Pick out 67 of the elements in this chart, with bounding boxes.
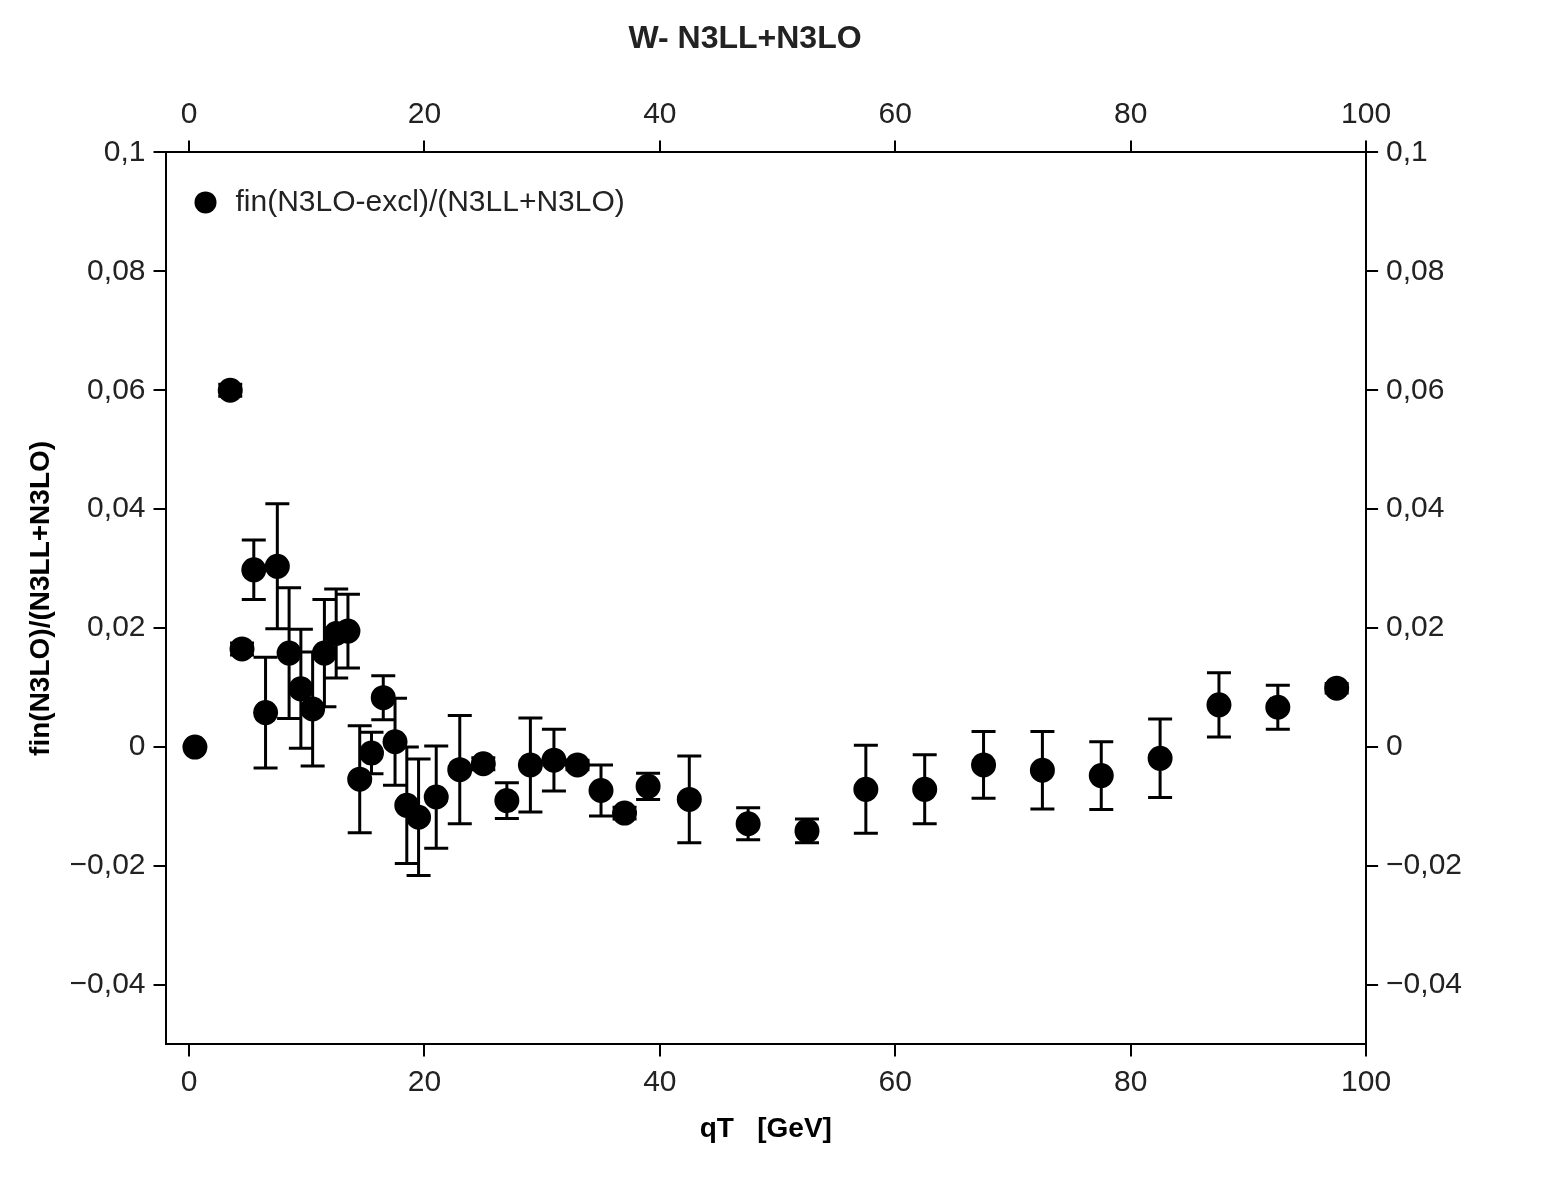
- y2-tick-label: −0,04: [1386, 966, 1463, 1000]
- point: [1324, 675, 1350, 701]
- point: [564, 752, 590, 778]
- x-tick-label: 20: [407, 1063, 442, 1097]
- chart-title: W- N3LL+N3LO: [628, 19, 862, 56]
- point: [423, 784, 449, 810]
- y2-tick-label: −0,02: [1386, 847, 1463, 881]
- y-tick-label: 0,04: [87, 490, 146, 524]
- y2-tick-label: 0: [1386, 728, 1403, 762]
- y-tick-label: −0,02: [69, 847, 146, 881]
- y-tick-label: 0,1: [103, 133, 146, 167]
- point: [447, 757, 473, 783]
- x-axis-title: qT [GeV]: [699, 1111, 832, 1143]
- point: [264, 553, 290, 579]
- point: [311, 640, 337, 666]
- point: [517, 752, 543, 778]
- legend-label: fin(N3LO-excl)/(N3LL+N3LO): [235, 183, 625, 217]
- point: [470, 751, 496, 777]
- point: [971, 752, 997, 778]
- point: [1206, 692, 1232, 718]
- point: [735, 811, 761, 837]
- point: [358, 740, 384, 766]
- point: [217, 377, 243, 403]
- y2-tick-label: 0,08: [1386, 252, 1445, 286]
- point: [229, 636, 255, 662]
- point: [541, 747, 567, 773]
- point: [253, 700, 279, 726]
- y2-tick-label: 0,04: [1386, 490, 1445, 524]
- x-tick-label: 60: [878, 1063, 912, 1097]
- y2-tick-label: 0,02: [1386, 609, 1445, 643]
- point: [241, 557, 267, 583]
- point: [494, 788, 520, 814]
- y-tick-label: 0,06: [87, 371, 146, 405]
- point: [676, 786, 702, 812]
- x-tick-label: 40: [643, 1063, 677, 1097]
- y2-tick-label: 0,1: [1386, 133, 1428, 167]
- x2-tick-label: 40: [643, 95, 677, 129]
- x-tick-label: 80: [1114, 1063, 1148, 1097]
- x-tick-label: 100: [1341, 1063, 1392, 1097]
- x2-tick-label: 60: [878, 95, 912, 129]
- x2-tick-label: 20: [407, 95, 442, 129]
- y-tick-label: −0,04: [69, 966, 146, 1000]
- point: [612, 800, 638, 826]
- x-tick-label: 0: [180, 1063, 198, 1097]
- point: [382, 729, 408, 755]
- point: [853, 776, 879, 802]
- point: [300, 696, 326, 722]
- x2-tick-label: 80: [1114, 95, 1148, 129]
- x2-tick-label: 100: [1341, 95, 1392, 129]
- y2-tick-label: 0,06: [1386, 371, 1445, 405]
- point: [588, 777, 614, 803]
- point: [1265, 694, 1291, 720]
- point: [1029, 757, 1055, 783]
- point: [1088, 763, 1114, 789]
- point: [406, 804, 432, 830]
- y-axis-title: fin(N3LO)/(N3LL+N3LO): [23, 440, 55, 756]
- point: [347, 766, 373, 792]
- point: [182, 734, 208, 760]
- point: [912, 776, 938, 802]
- point: [370, 685, 396, 711]
- point: [1147, 745, 1173, 771]
- y-tick-label: 0,02: [87, 609, 146, 643]
- y-tick-label: 0,08: [87, 252, 146, 286]
- y-tick-label: 0: [128, 728, 146, 762]
- point: [276, 640, 302, 666]
- x2-tick-label: 0: [180, 95, 198, 129]
- point: [288, 676, 314, 702]
